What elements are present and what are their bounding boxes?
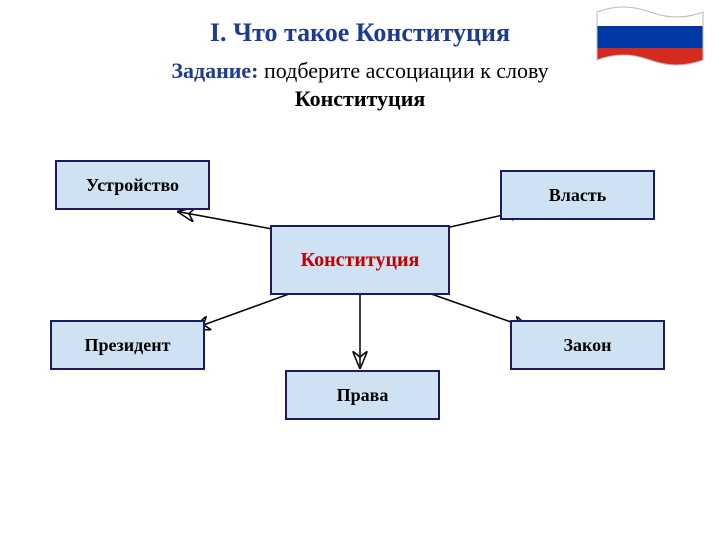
center-node-label: Конституция	[301, 249, 420, 272]
task-line-2: Конституция	[0, 86, 720, 112]
node-label: Права	[337, 385, 389, 406]
node-label: Устройство	[86, 175, 179, 196]
task-rest: подберите ассоциации к слову	[259, 58, 549, 83]
node-ustroystvo: Устройство	[55, 160, 210, 210]
node-prezident: Президент	[50, 320, 205, 370]
task-line-1: Задание: подберите ассоциации к слову	[0, 58, 720, 84]
node-zakon: Закон	[510, 320, 665, 370]
center-node: Конституция	[270, 225, 450, 295]
task-prefix: Задание:	[171, 58, 258, 83]
node-label: Президент	[85, 335, 171, 356]
node-vlast: Власть	[500, 170, 655, 220]
node-prava: Права	[285, 370, 440, 420]
node-label: Власть	[549, 185, 606, 206]
node-label: Закон	[563, 335, 611, 356]
page-title: I. Что такое Конституция	[0, 18, 720, 48]
